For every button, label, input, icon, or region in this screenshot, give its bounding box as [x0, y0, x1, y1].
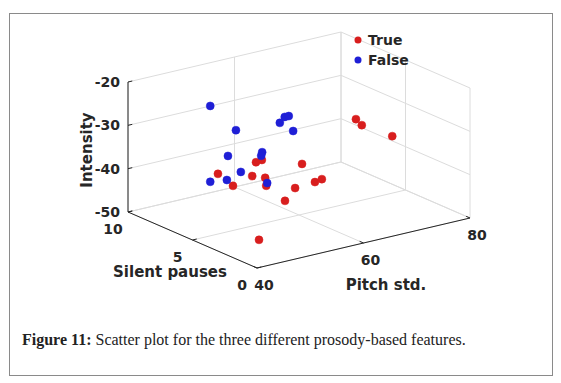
x-axis-label: Pitch std. [346, 276, 427, 294]
point [289, 127, 297, 135]
grid-line [128, 119, 341, 169]
legend-label: False [368, 52, 409, 68]
z-tick-label: -30 [95, 117, 121, 133]
legend-marker [355, 57, 362, 64]
grid-line [234, 57, 235, 187]
x-tick [466, 216, 470, 218]
legend-label: True [368, 32, 402, 48]
z-tick [128, 168, 132, 169]
point [206, 178, 214, 186]
y-axis-label: Silent pauses [113, 263, 227, 281]
point [206, 102, 214, 110]
grid-line [128, 162, 341, 212]
figure: 4060800510-50-40-30-20IntensitySilent pa… [0, 0, 561, 383]
point [214, 170, 222, 178]
grid-line [470, 88, 471, 218]
point [263, 179, 271, 187]
point [318, 175, 326, 183]
grid-line [405, 60, 406, 190]
z-axis-label: Intensity [78, 112, 96, 188]
point [281, 197, 289, 205]
grid-line [128, 75, 341, 125]
point [285, 112, 293, 120]
grid-line [341, 162, 470, 218]
z-tick-label: -20 [95, 74, 121, 90]
point [224, 152, 232, 160]
grid-line [341, 32, 342, 162]
grid-line [341, 119, 470, 175]
x-tick-label: 80 [467, 227, 487, 243]
caption-text: Scatter plot for the three different pro… [95, 331, 465, 349]
point [252, 158, 260, 166]
point [276, 119, 284, 127]
grid-line [128, 212, 257, 268]
y-axis [128, 212, 257, 268]
figure-border [10, 14, 553, 376]
points [206, 102, 396, 244]
point [298, 160, 306, 168]
x-tick [253, 266, 257, 268]
grid-line [341, 32, 342, 162]
grid-line [341, 32, 470, 88]
z-tick [128, 81, 132, 82]
point [223, 176, 231, 184]
x-tick [360, 241, 364, 243]
point [358, 121, 366, 129]
background [0, 0, 561, 383]
x-axis [257, 218, 470, 268]
grid-line [341, 75, 470, 131]
z-tick [128, 211, 132, 212]
caption: Figure 11:Scatter plot for the three dif… [22, 331, 466, 349]
grid-line [257, 218, 470, 268]
x-tick-label: 40 [254, 277, 274, 293]
point [237, 168, 245, 176]
y-tick [257, 267, 261, 268]
point [291, 184, 299, 192]
legend-marker [355, 37, 362, 44]
grid-line [193, 190, 406, 240]
point [255, 236, 263, 244]
grid-line [128, 82, 129, 212]
y-tick-label: 0 [237, 277, 247, 293]
y-tick [193, 239, 197, 240]
grid [128, 32, 470, 268]
point [248, 172, 256, 180]
z-tick-label: -40 [95, 161, 121, 177]
caption-label: Figure 11: [22, 331, 91, 349]
grid-line [128, 162, 341, 212]
z-tick [128, 124, 132, 125]
legend: True False [355, 32, 409, 68]
y-tick [128, 211, 132, 212]
point [229, 182, 237, 190]
z-tick-label: -50 [95, 204, 121, 220]
point [257, 152, 265, 160]
grid-line [128, 32, 341, 82]
y-tick-label: 10 [103, 221, 123, 237]
x-tick-label: 60 [361, 252, 381, 268]
point [388, 132, 396, 140]
point [352, 115, 360, 123]
z-axis [128, 82, 129, 212]
point [232, 126, 240, 134]
